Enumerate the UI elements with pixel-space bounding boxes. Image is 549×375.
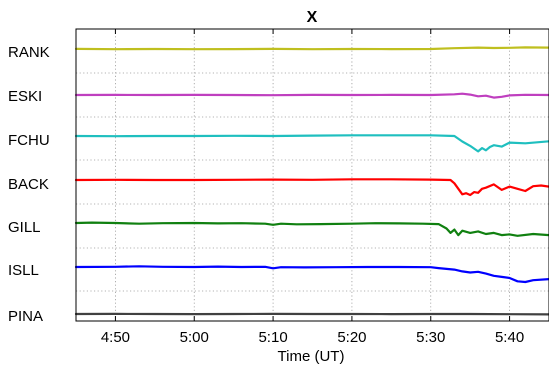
- station-label-gill: GILL: [8, 219, 41, 236]
- series-line-pina: [74, 312, 549, 316]
- series-line-isll: [74, 265, 549, 284]
- series-line-rank: [74, 46, 549, 51]
- station-label-back: BACK: [8, 176, 49, 193]
- chart-title: X: [307, 9, 318, 26]
- series-line-gill: [74, 221, 549, 237]
- x-tick-label-0: 4:50: [101, 329, 130, 346]
- station-label-rank: RANK: [8, 44, 50, 61]
- station-label-eski: ESKI: [8, 88, 42, 105]
- x-tick-label-2: 5:10: [258, 329, 287, 346]
- x-tick-label-4: 5:30: [416, 329, 445, 346]
- station-label-fchu: FCHU: [8, 132, 50, 149]
- plot-frame: [75, 28, 549, 322]
- station-label-pina: PINA: [8, 308, 43, 325]
- x-tick-label-3: 5:20: [337, 329, 366, 346]
- x-tick-label-5: 5:40: [495, 329, 524, 346]
- x-tick-label-1: 5:00: [180, 329, 209, 346]
- series-line-fchu: [74, 134, 549, 153]
- series-line-eski: [74, 92, 549, 99]
- x-axis-label: Time (UT): [278, 348, 345, 365]
- station-label-isll: ISLL: [8, 262, 39, 279]
- station-labels: RANK ESKI FCHU BACK GILL ISLL PINA: [8, 44, 50, 325]
- x-ticks: 4:50 5:00 5:10 5:20 5:30 5:40: [101, 29, 524, 346]
- series-line-back: [74, 178, 549, 197]
- grid-layer: [76, 28, 549, 321]
- series-layer: [74, 46, 549, 316]
